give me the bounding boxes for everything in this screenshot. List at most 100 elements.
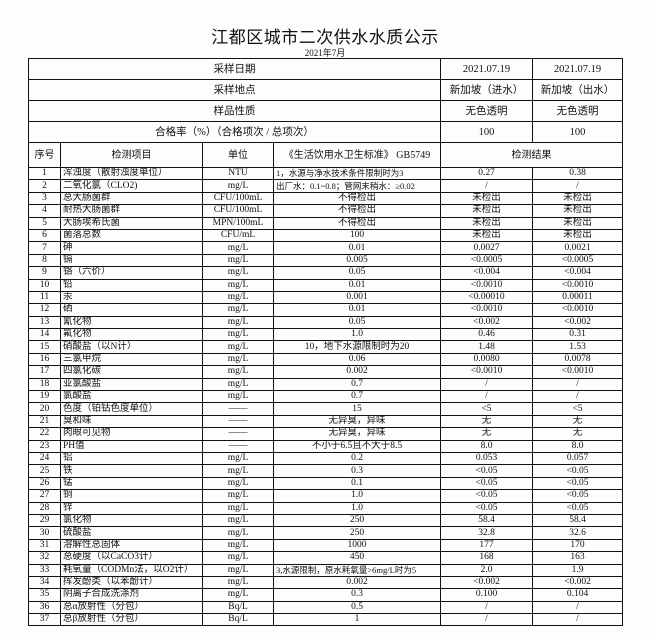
standard-limit: 0.05 xyxy=(273,315,441,330)
result-inlet: 0.0080 xyxy=(440,352,533,367)
test-item: 铝 xyxy=(60,451,203,466)
test-item: 氯化物 xyxy=(60,513,203,528)
result-inlet: 0.27 xyxy=(440,166,533,181)
standard-limit: 1.0 xyxy=(273,489,441,503)
standard-limit: 15 xyxy=(273,402,441,416)
result-outlet: 未检出 xyxy=(532,191,623,206)
test-item: 四氯化碳 xyxy=(60,365,203,379)
result-inlet: <5 xyxy=(440,402,533,416)
test-item: 氰化物 xyxy=(60,315,203,330)
result-outlet: 0.104 xyxy=(532,588,623,602)
result-outlet: <0.05 xyxy=(532,476,623,491)
test-item: 大肠埃希氏菌 xyxy=(60,216,203,230)
result-inlet: <0.0010 xyxy=(440,278,533,292)
result-inlet: <0.05 xyxy=(440,489,533,503)
table-row: 28 锌 mg/L 1.0 <0.05 <0.05 xyxy=(28,501,623,515)
table-row: 31 溶解性总固体 mg/L 1000 177 170 xyxy=(28,538,623,553)
table-row: 35 阴离子合成洗涤剂 mg/L 0.3 0.100 0.104 xyxy=(28,588,623,602)
meta-row: 采样地点 新加坡（进水） 新加坡（出水） xyxy=(28,79,623,101)
row-number: 28 xyxy=(28,501,61,515)
result-outlet: 8.0 xyxy=(532,439,623,454)
row-number: 27 xyxy=(28,489,61,503)
table-row: 12 硒 mg/L 0.01 <0.0010 <0.0010 xyxy=(28,303,623,317)
meta-value-outlet: 无色透明 xyxy=(532,100,623,122)
table-row: 17 四氯化碳 mg/L 0.002 <0.0010 <0.0010 xyxy=(28,365,623,379)
meta-label: 采样地点 xyxy=(28,79,441,101)
test-item: 浑浊度（散射浊度单位） xyxy=(60,166,203,181)
table-row: 8 镉 mg/L 0.005 <0.0005 <0.0005 xyxy=(28,253,623,268)
test-item: 菌落总数 xyxy=(60,228,203,243)
result-outlet: 未检出 xyxy=(532,204,623,218)
col-unit: 单位 xyxy=(202,142,274,168)
page-title: 江都区城市二次供水水质公示 xyxy=(211,28,439,48)
unit: mg/L xyxy=(202,476,274,491)
result-outlet: 无 xyxy=(532,414,623,429)
row-number: 22 xyxy=(28,427,61,441)
result-outlet: 0.057 xyxy=(532,451,623,466)
table-row: 22 肉眼可见物 —— 无异臭，异味无无 xyxy=(28,427,623,441)
row-number: 34 xyxy=(28,575,61,590)
unit: mg/L xyxy=(202,513,274,528)
result-outlet: 170 xyxy=(532,538,623,553)
result-outlet: / xyxy=(532,179,623,193)
result-inlet: 无 xyxy=(440,427,533,441)
test-item: 阴离子合成洗涤剂 xyxy=(60,588,203,602)
unit: mg/L xyxy=(202,451,274,466)
row-number: 26 xyxy=(28,476,61,491)
row-number: 31 xyxy=(28,538,61,553)
test-item: 三氯甲烷 xyxy=(60,352,203,367)
table-row: 24 铝 mg/L 0.2 0.053 0.057 xyxy=(28,451,623,466)
meta-row: 样品性质 无色透明 无色透明 xyxy=(28,100,623,122)
meta-value-inlet: 无色透明 xyxy=(440,100,533,122)
unit: mg/L xyxy=(202,352,274,367)
standard-limit: 1000 xyxy=(273,538,441,553)
result-inlet: <0.0010 xyxy=(440,303,533,317)
standard-limit: 0.5 xyxy=(273,600,441,615)
row-number: 10 xyxy=(28,278,61,292)
row-number: 24 xyxy=(28,451,61,466)
unit: MPN/100mL xyxy=(202,216,274,230)
result-outlet: 0.0078 xyxy=(532,352,623,367)
unit: mg/L xyxy=(202,526,274,540)
meta-value-outlet: 新加坡（出水） xyxy=(532,79,623,101)
unit: mg/L xyxy=(202,340,274,354)
table-row: 14 氟化物 mg/L 1.0 0.46 0.31 xyxy=(28,328,623,342)
result-outlet: / xyxy=(532,377,623,392)
result-inlet: <0.002 xyxy=(440,315,533,330)
result-inlet: / xyxy=(440,600,533,615)
row-number: 16 xyxy=(28,352,61,367)
table-row: 36 总α放射性（分包） Bq/L 0.5// xyxy=(28,600,623,615)
meta-row: 采样日期 2021.07.19 2021.07.19 xyxy=(28,58,623,80)
result-outlet: <0.0005 xyxy=(532,253,623,268)
table-row: 27 铜 mg/L 1.0 <0.05 <0.05 xyxy=(28,489,623,503)
standard-limit: 450 xyxy=(273,551,441,565)
standard-limit: 0.005 xyxy=(273,253,441,268)
result-outlet: 58.4 xyxy=(532,513,623,528)
row-number: 1 xyxy=(28,166,61,181)
unit: mg/L xyxy=(202,489,274,503)
table-row: 7 砷 mg/L 0.01 0.0027 0.0021 xyxy=(28,241,623,255)
col-result: 检测结果 xyxy=(440,142,623,168)
result-outlet: / xyxy=(532,390,623,404)
standard-limit: 无异臭，异味 xyxy=(273,427,441,441)
test-item: 耗氧量（CODMn法，以O2计） xyxy=(60,563,203,577)
row-number: 7 xyxy=(28,241,61,255)
table-row: 25 铁 mg/L 0.3 <0.05 <0.05 xyxy=(28,464,623,478)
standard-limit: 0.002 xyxy=(273,365,441,379)
test-item: 硝酸盐（以N计） xyxy=(60,340,203,354)
result-outlet: 32.6 xyxy=(532,526,623,540)
result-inlet: 未检出 xyxy=(440,204,533,218)
test-item: 总β放射性（分包） xyxy=(60,613,203,627)
standard-limit: 0.7 xyxy=(273,377,441,392)
result-inlet: <0.0005 xyxy=(440,253,533,268)
table-row: 33 耗氧量（CODMn法，以O2计） mg/L 3,水源限制，原水耗氧量>6mg/L… xyxy=(28,563,623,577)
standard-limit: 不小于6.5且不大于8.5 xyxy=(273,439,441,454)
standard-limit: 0.3 xyxy=(273,588,441,602)
result-outlet: <5 xyxy=(532,402,623,416)
standard-limit: 1.0 xyxy=(273,328,441,342)
unit: mg/L xyxy=(202,575,274,590)
unit: CFU/100mL xyxy=(202,191,274,206)
unit: —— xyxy=(202,439,274,454)
row-number: 19 xyxy=(28,390,61,404)
table-row: 5 大肠埃希氏菌 MPN/100mL 不得检出 未检出 未检出 xyxy=(28,216,623,230)
